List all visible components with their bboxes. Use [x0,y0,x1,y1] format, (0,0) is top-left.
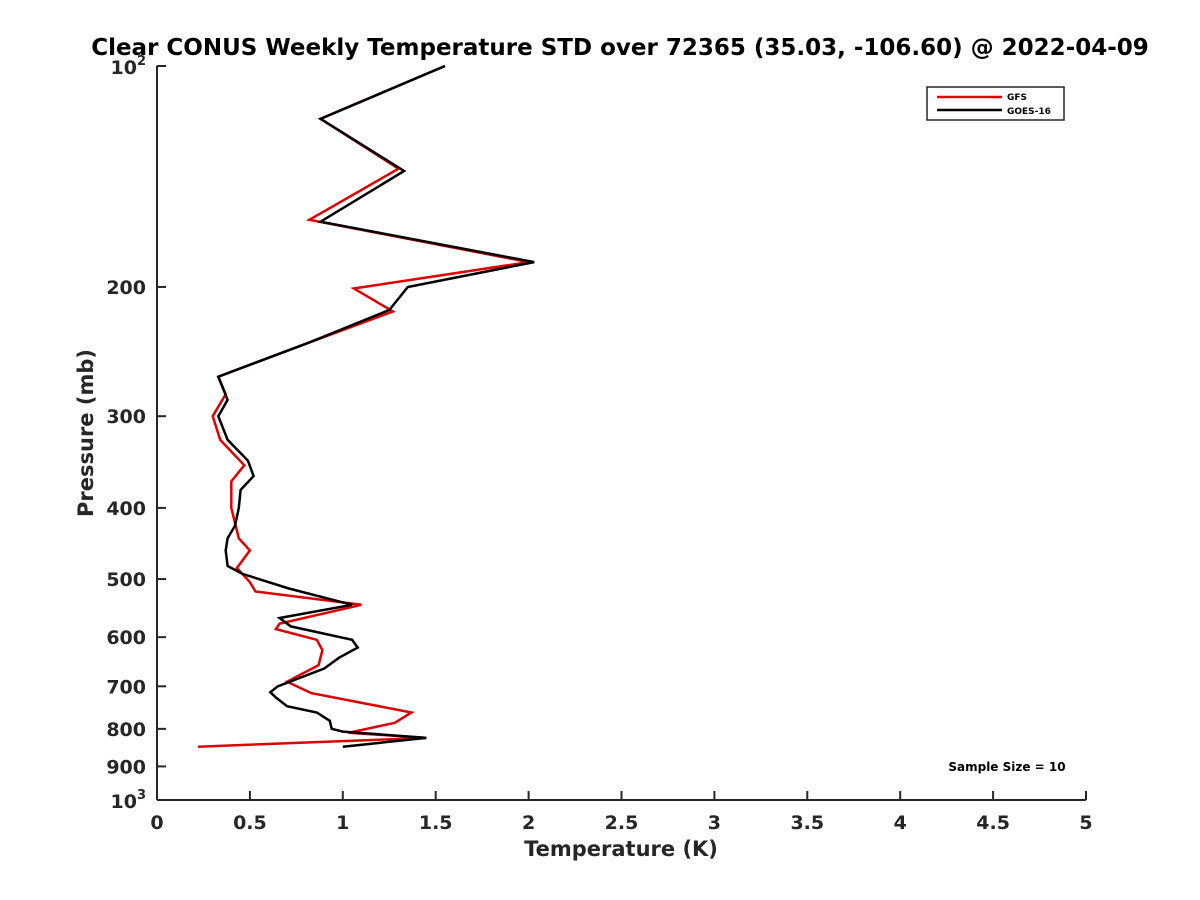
plot-lines [197,64,535,748]
x-tick-label: 3 [708,812,721,834]
y-tick-label: 400 [106,498,146,520]
x-tick-label: 1.5 [419,812,453,834]
y-tick-label: 800 [106,719,146,741]
chart-title: Clear CONUS Weekly Temperature STD over … [91,35,1149,61]
x-tick-label: 2 [522,812,535,834]
legend-label-goes16: GOES-16 [1007,107,1051,117]
x-ticks: 0 0.5 1 1.5 2 2.5 3 3.5 4 4.5 5 [150,791,1093,834]
x-tick-label: 2.5 [605,812,639,834]
y-tick-label: 103 [111,788,147,813]
y-axis-label: Pressure (mb) [74,349,98,517]
y-tick-label: 700 [106,676,146,698]
x-tick-label: 5 [1079,812,1092,834]
y-tick-label: 500 [106,569,146,591]
y-ticks: 102 200 300 400 500 600 700 800 900 103 [106,54,166,813]
x-tick-label: 0 [150,812,163,834]
series-line-gfs [197,64,529,748]
x-axis-label: Temperature (K) [524,837,718,861]
legend-label-gfs: GFS [1007,93,1027,103]
x-tick-label: 3.5 [790,812,824,834]
series-line-goes16 [216,64,535,748]
x-tick-label: 1 [336,812,349,834]
x-tick-label: 0.5 [233,812,267,834]
x-tick-label: 4.5 [976,812,1010,834]
y-tick-label: 200 [106,277,146,299]
y-tick-label: 300 [106,406,146,428]
x-tick-label: 4 [894,812,907,834]
y-tick-label: 600 [106,627,146,649]
legend: GFS GOES-16 [926,86,1065,121]
y-tick-label: 900 [106,756,146,778]
legend-box [926,86,1065,121]
y-tick-label: 102 [111,54,147,79]
sample-size-annotation: Sample Size = 10 [948,760,1065,774]
